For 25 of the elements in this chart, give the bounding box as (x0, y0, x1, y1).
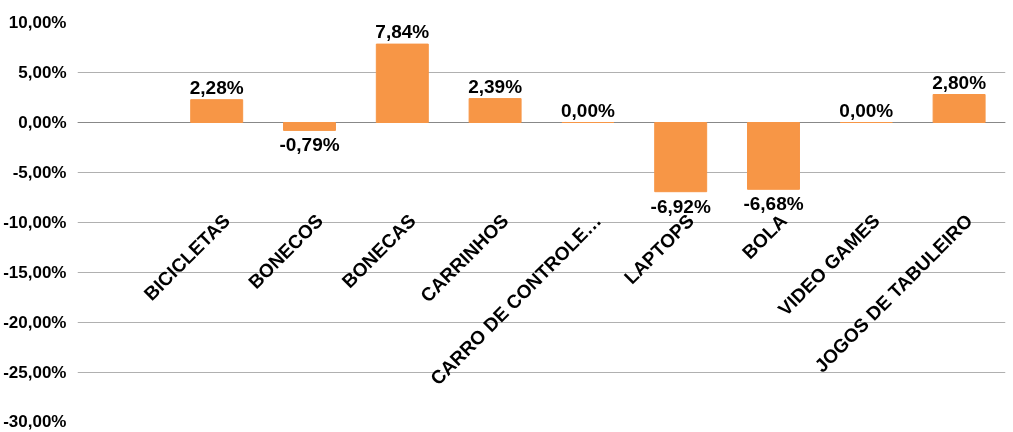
data-label: -6,68% (743, 193, 804, 215)
y-tick-label: -10,00% (3, 213, 67, 232)
y-tick-label: 5,00% (18, 63, 67, 82)
y-tick-label: 10,00% (8, 13, 67, 32)
bar (747, 122, 800, 190)
data-label: 2,28% (189, 76, 244, 98)
bar (283, 122, 336, 131)
y-tick-label: -30,00% (3, 411, 67, 431)
data-label: 7,84% (375, 21, 430, 43)
bar (468, 98, 522, 123)
y-tick-label: -20,00% (3, 313, 67, 332)
data-label: 2,80% (932, 71, 987, 93)
bar (375, 43, 429, 123)
y-tick-label: -15,00% (3, 263, 67, 282)
bar (932, 94, 986, 123)
y-tick-label: -25,00% (3, 363, 67, 382)
data-label: -0,79% (279, 134, 340, 156)
bar (190, 99, 244, 123)
data-label: 0,00% (560, 99, 615, 121)
data-label: 0,00% (839, 99, 894, 121)
y-tick-label: 0,00% (18, 113, 67, 132)
bar (654, 122, 708, 193)
data-label: 2,39% (468, 75, 523, 97)
data-label: -6,92% (650, 195, 711, 217)
y-tick-label: -5,00% (12, 163, 67, 182)
